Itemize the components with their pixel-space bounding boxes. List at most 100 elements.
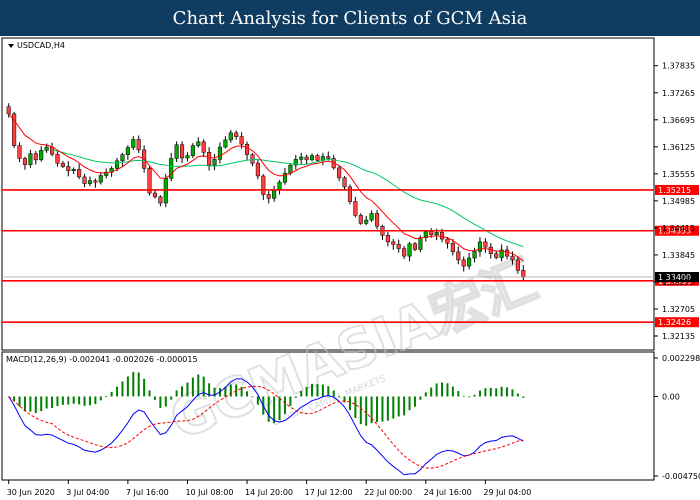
candle-body bbox=[174, 144, 179, 159]
macd-histogram-bar bbox=[40, 396, 43, 412]
candle-body bbox=[207, 152, 212, 166]
candle bbox=[179, 141, 185, 163]
candle bbox=[261, 174, 266, 201]
macd-histogram-bar bbox=[202, 376, 205, 397]
symbol-label: USDCAD,H4 bbox=[8, 41, 65, 50]
macd-histogram-bar bbox=[170, 396, 173, 400]
candle bbox=[499, 244, 504, 262]
candle-body bbox=[201, 141, 206, 153]
candle bbox=[147, 166, 152, 196]
macd-histogram-bar bbox=[186, 382, 189, 397]
current-price-label-bg bbox=[655, 271, 699, 282]
candle-body bbox=[353, 201, 358, 216]
macd-histogram-bar bbox=[305, 386, 308, 397]
macd-histogram-bar bbox=[397, 396, 400, 417]
banner-title: Chart Analysis for Clients of GCM Asia bbox=[0, 0, 700, 36]
macd-histogram-bar bbox=[354, 396, 357, 418]
level-price-label: 1.35215 bbox=[658, 186, 691, 195]
candle-body bbox=[282, 172, 288, 183]
candle bbox=[456, 246, 461, 265]
candle-body bbox=[472, 251, 477, 259]
candle bbox=[201, 139, 206, 157]
candle bbox=[207, 147, 212, 171]
x-tick-label: 22 Jul 00:00 bbox=[364, 488, 412, 497]
macd-histogram-bar bbox=[61, 396, 64, 405]
candle bbox=[266, 191, 271, 204]
y-tick-label: 1.33275 bbox=[662, 278, 695, 287]
x-tick-label: 3 Jul 04:00 bbox=[66, 488, 109, 497]
candle-body bbox=[277, 181, 282, 190]
macd-histogram-bar bbox=[441, 382, 444, 397]
level-price-label-bg bbox=[655, 225, 699, 236]
macd-histogram-bar bbox=[446, 383, 449, 397]
y-tick-label: 1.32135 bbox=[662, 332, 695, 341]
candle-body bbox=[461, 259, 466, 267]
x-tick-label: 24 Jul 16:00 bbox=[424, 488, 472, 497]
y-tick-label: 1.33845 bbox=[662, 251, 695, 260]
candle bbox=[326, 151, 331, 161]
macd-histogram-bar bbox=[516, 393, 519, 397]
candle-body bbox=[136, 139, 141, 151]
candle-body bbox=[98, 175, 103, 183]
macd-histogram-bar bbox=[13, 396, 16, 401]
x-tick-label: 10 Jul 08:00 bbox=[185, 488, 233, 497]
candle-body bbox=[158, 196, 163, 204]
candle bbox=[71, 167, 76, 175]
candle-body bbox=[288, 164, 293, 174]
candle-body bbox=[467, 257, 472, 267]
candle bbox=[33, 151, 38, 165]
candle-body bbox=[309, 155, 315, 161]
candle-body bbox=[494, 253, 499, 258]
y-axis-ticks: 1.37835 1.37265 1.36695 1.36125 1.35555 1.349… bbox=[654, 62, 695, 341]
candle bbox=[391, 239, 396, 250]
macd-histogram-bar bbox=[83, 396, 86, 406]
macd-histogram-bar bbox=[376, 396, 379, 423]
candle-body bbox=[244, 143, 250, 155]
y-tick-label: 1.34985 bbox=[662, 197, 695, 206]
candle-body bbox=[407, 243, 412, 257]
macd-histogram-bar bbox=[381, 396, 384, 422]
symbol-text: USDCAD,H4 bbox=[17, 41, 65, 50]
candle bbox=[39, 146, 44, 162]
candle bbox=[158, 195, 163, 207]
macd-histogram-bar bbox=[191, 377, 194, 397]
macd-histogram-bar bbox=[316, 384, 319, 397]
candle bbox=[385, 231, 390, 247]
candle-body bbox=[326, 156, 331, 159]
macd-histogram-bar bbox=[451, 386, 454, 397]
candle bbox=[515, 256, 520, 274]
current-price-label: 1.33400 bbox=[658, 273, 691, 282]
candle-body bbox=[17, 145, 22, 159]
macd-histogram-bar bbox=[105, 396, 108, 398]
y-tick-label: 1.36125 bbox=[662, 143, 695, 152]
x-axis-ticks: 30 Jun 2020 3 Jul 04:00 7 Jul 16:00 10 Jul … bbox=[7, 480, 531, 497]
candle-body bbox=[358, 215, 363, 224]
macd-histogram-bar bbox=[408, 396, 411, 411]
macd-histogram-bar bbox=[126, 376, 129, 397]
macd-histogram-bar bbox=[435, 383, 438, 397]
macd-histogram-bar bbox=[457, 391, 460, 397]
candle bbox=[212, 154, 217, 171]
candle-body bbox=[272, 189, 277, 199]
macd-histogram-bar bbox=[51, 396, 54, 408]
candle-body bbox=[223, 139, 228, 148]
candle bbox=[174, 141, 179, 162]
candle-body bbox=[434, 232, 439, 236]
macd-histogram-bar bbox=[34, 396, 37, 414]
macd-histogram-bar bbox=[311, 383, 314, 397]
candle bbox=[315, 153, 320, 162]
macd-histogram-bar bbox=[99, 396, 102, 401]
candle bbox=[114, 157, 120, 172]
y-tick-label: 1.36695 bbox=[662, 116, 695, 125]
ma-fast-line bbox=[8, 113, 524, 262]
candle-body bbox=[190, 145, 195, 156]
ma-slow-line bbox=[51, 149, 524, 248]
macd-histogram-bar bbox=[506, 387, 509, 397]
candle-body bbox=[402, 248, 407, 257]
candle bbox=[196, 137, 201, 148]
candle-body bbox=[412, 243, 418, 250]
macd-histogram-bar bbox=[18, 396, 21, 407]
macd-histogram-bar bbox=[511, 389, 514, 397]
candle bbox=[337, 165, 342, 182]
candle-body bbox=[445, 238, 450, 244]
